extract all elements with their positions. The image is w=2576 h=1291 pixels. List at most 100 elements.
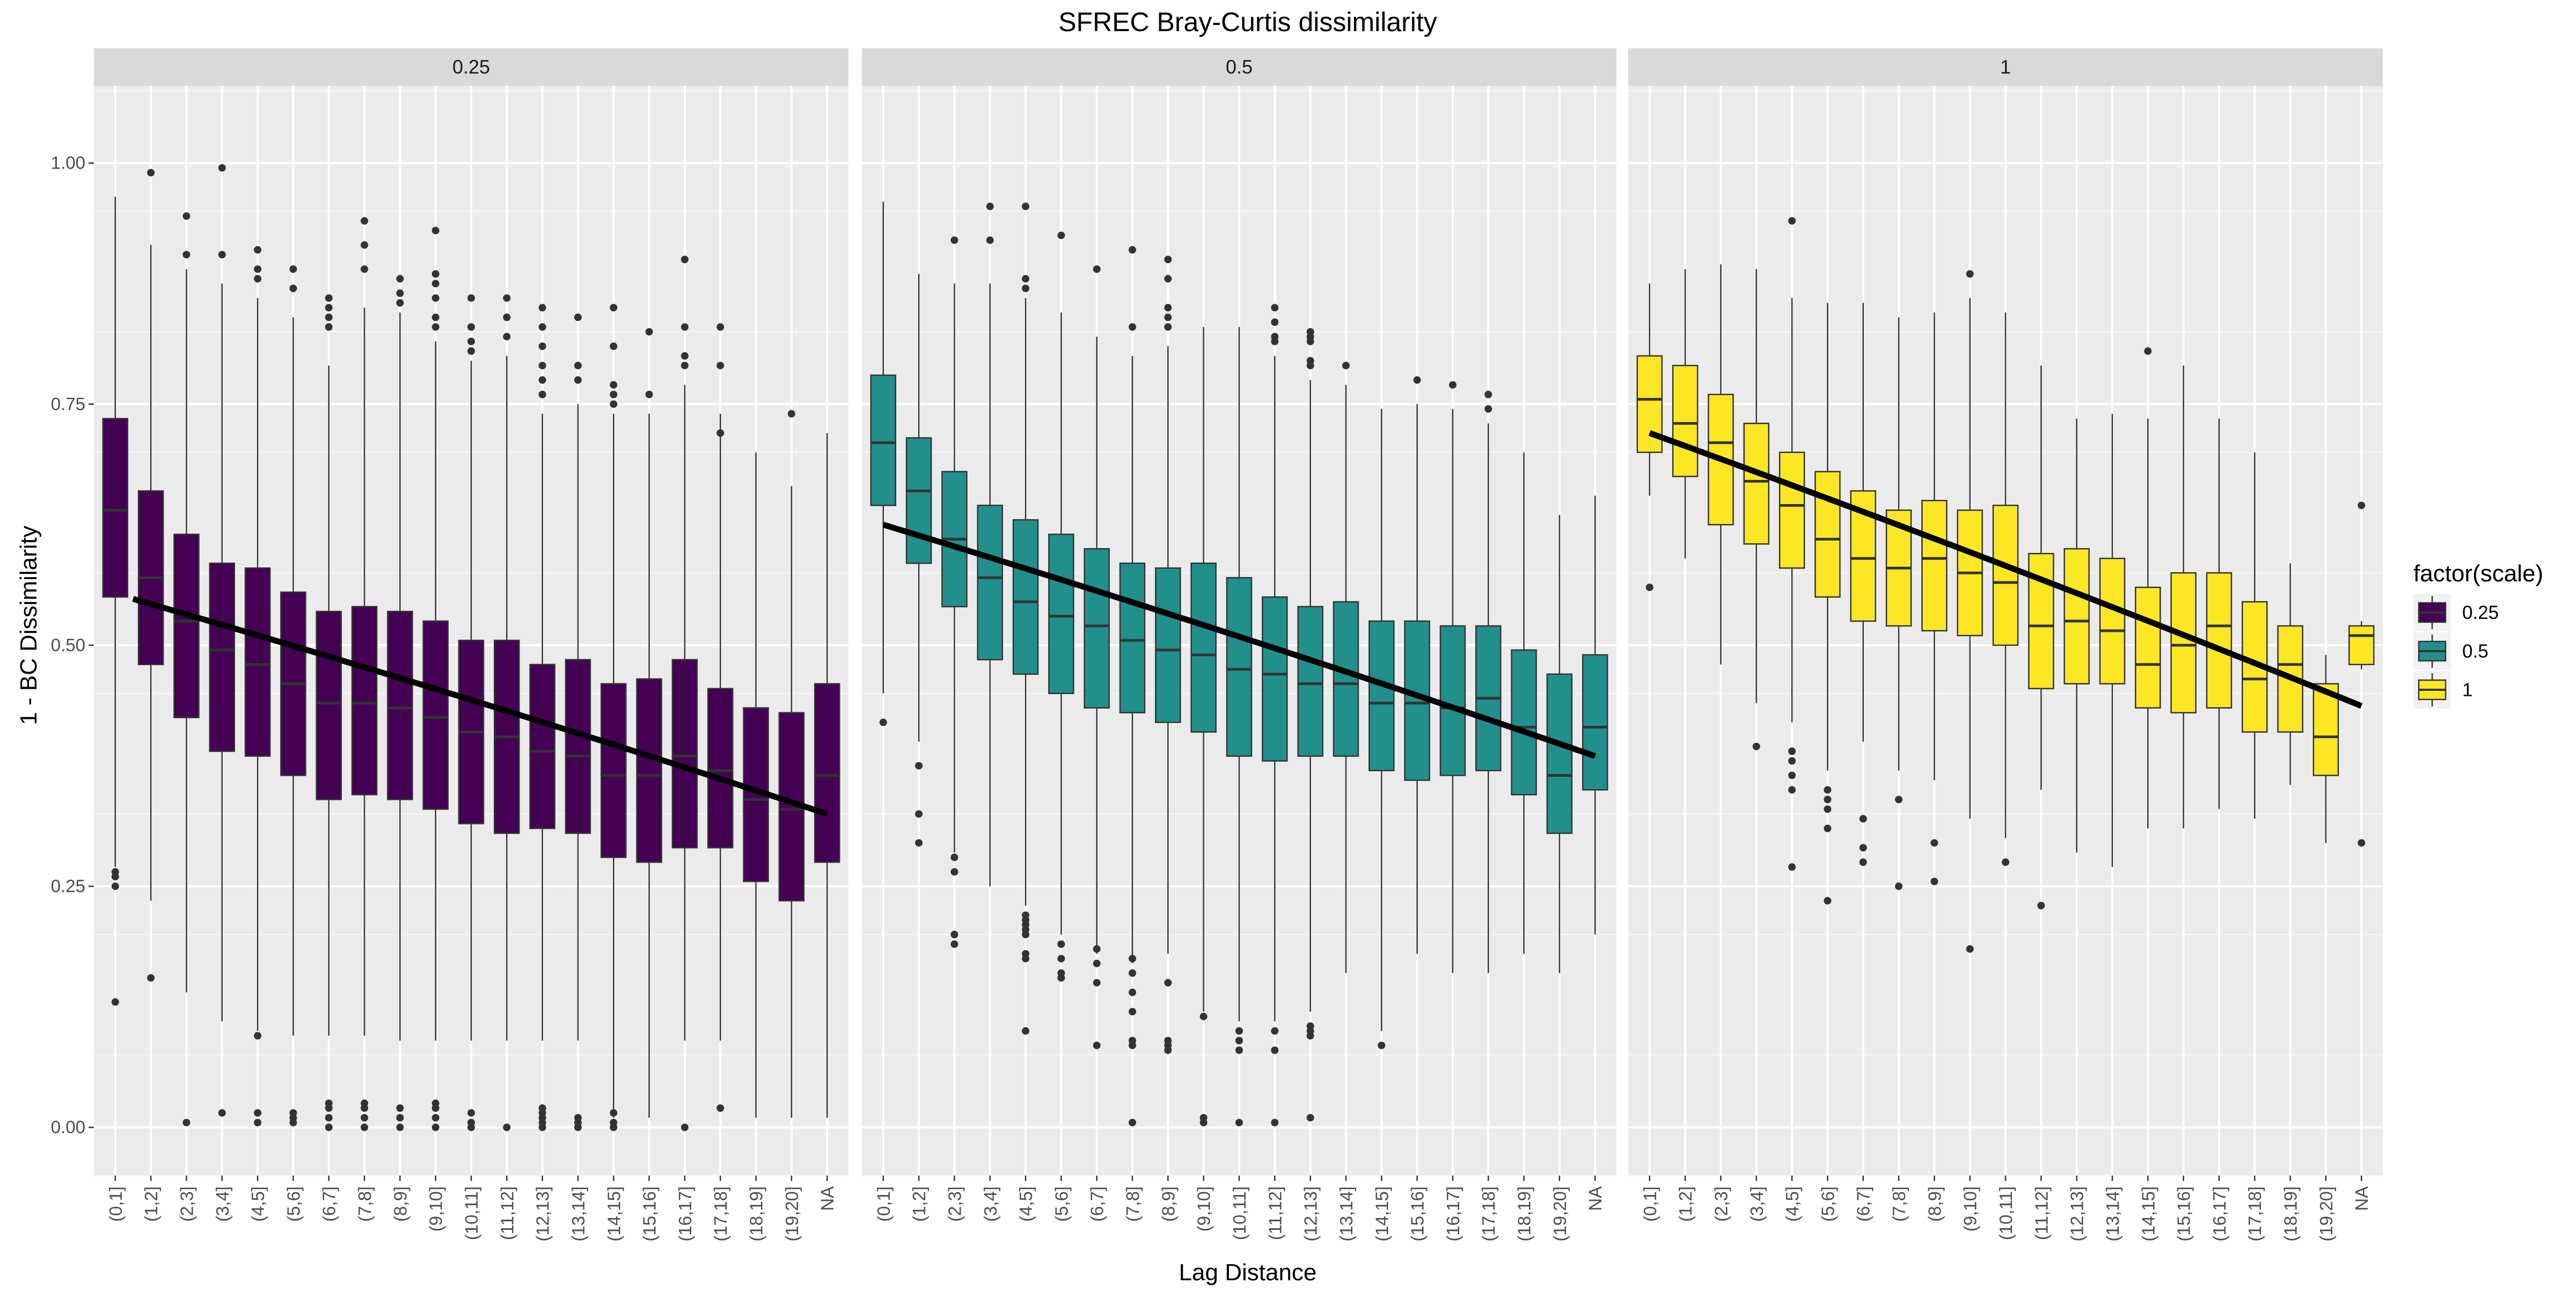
box-(3,4]: [209, 164, 236, 1117]
outlier-point: [1788, 771, 1796, 779]
box-body: [2135, 586, 2161, 709]
box-(13,14]: [1333, 361, 1359, 973]
outlier-point: [2037, 901, 2045, 909]
outlier-point: [915, 839, 923, 847]
outlier-point: [680, 256, 689, 264]
outlier-point: [254, 1032, 262, 1040]
box-body: [529, 663, 555, 829]
outlier-point: [1271, 333, 1279, 341]
x-tick-label: (6,7]: [319, 1186, 339, 1222]
outlier-point: [1022, 285, 1030, 293]
outlier-point: [396, 275, 404, 283]
outlier-point: [325, 1124, 333, 1132]
x-tick-label: (14,15]: [604, 1186, 624, 1242]
outlier-point: [325, 1114, 333, 1122]
outlier-point: [503, 294, 511, 302]
x-tick-label: (5,6]: [283, 1186, 303, 1222]
outlier-point: [289, 1109, 297, 1117]
x-tick-label: (16,17]: [675, 1186, 695, 1242]
y-axis-title: 1 - BC Dissimilarity: [16, 526, 42, 725]
x-axis-title: Lag Distance: [1179, 1259, 1317, 1286]
box-(2,3]: [941, 236, 968, 948]
x-tick-label: (3,4]: [980, 1186, 1000, 1222]
outlier-point: [1057, 940, 1065, 948]
outlier-point: [1824, 786, 1832, 794]
x-tick-label: (8,9]: [390, 1186, 410, 1222]
x-tick-label: (17,18]: [711, 1186, 730, 1242]
box-body: [1368, 620, 1395, 771]
outlier-point: [1164, 979, 1172, 987]
outlier-point: [950, 854, 958, 862]
outlier-point: [1129, 323, 1137, 331]
box-body: [316, 610, 342, 800]
box-body: [173, 534, 200, 718]
box-(0,1]: [102, 196, 129, 1006]
box-(4,5]: [1012, 202, 1039, 1035]
x-tick-label: (12,13]: [2067, 1186, 2087, 1242]
y-tick-label: 0.25: [51, 876, 85, 896]
outlier-point: [1199, 1114, 1208, 1122]
outlier-point: [986, 202, 994, 210]
box-(13,14]: [2099, 413, 2126, 867]
box-body: [707, 688, 734, 849]
box-body: [905, 437, 932, 564]
box-body: [565, 659, 591, 834]
outlier-point: [1022, 1027, 1030, 1035]
outlier-point: [1824, 796, 1832, 804]
box-(7,8]: [351, 217, 378, 1132]
outlier-point: [1271, 304, 1279, 312]
x-tick-label: (18,19]: [2281, 1186, 2301, 1242]
box-(1,2]: [905, 274, 932, 847]
outlier-point: [1966, 270, 1974, 278]
box-body: [1262, 596, 1288, 762]
x-tick-label: (5,6]: [1051, 1186, 1071, 1222]
outlier-point: [1484, 390, 1492, 398]
outlier-point: [396, 1114, 404, 1122]
outlier-point: [2358, 839, 2366, 847]
outlier-point: [538, 342, 546, 351]
box-body: [1333, 601, 1359, 757]
box-body: [1921, 500, 1948, 632]
box-NA: [814, 433, 840, 1118]
box-body: [2312, 683, 2339, 776]
outlier-point: [1129, 954, 1137, 962]
outlier-point: [716, 1104, 724, 1112]
outlier-point: [610, 342, 618, 351]
outlier-point: [289, 285, 297, 293]
trend-line: [882, 522, 1597, 759]
outlier-point: [645, 390, 653, 398]
y-tick-label: 0.00: [51, 1117, 85, 1137]
facet-strip-label: 1: [2000, 56, 2011, 78]
outlier-point: [218, 1109, 226, 1117]
legend-label: 0.25: [2462, 602, 2499, 623]
box-body: [209, 562, 236, 752]
box-(2,3]: [1708, 264, 1734, 665]
outlier-point: [1413, 376, 1421, 384]
facet-strip-label: 0.25: [452, 56, 490, 78]
outlier-point: [431, 323, 440, 331]
outlier-point: [680, 361, 689, 369]
x-tick-label: (12,13]: [533, 1186, 553, 1242]
box-body: [1084, 548, 1110, 709]
x-tick-label: (4,5]: [1016, 1186, 1036, 1222]
x-tick-label: (8,9]: [1158, 1186, 1178, 1222]
outlier-point: [1271, 1027, 1279, 1035]
box-body: [2348, 625, 2375, 666]
x-tick-label: (19,20]: [1550, 1186, 1570, 1242]
box-(7,8]: [1119, 246, 1146, 1127]
x-tick-label: (17,18]: [1479, 1186, 1498, 1242]
x-tick-label: (2,3]: [1711, 1186, 1731, 1222]
outlier-point: [361, 241, 369, 249]
outlier-point: [396, 289, 404, 297]
box-(8,9]: [387, 275, 413, 1132]
outlier-point: [1093, 945, 1101, 953]
box-(11,12]: [1262, 304, 1288, 1127]
outlier-point: [2002, 858, 2009, 866]
outlier-point: [361, 265, 369, 273]
outlier-point: [1057, 231, 1065, 239]
x-tick-label: (0,1]: [874, 1186, 894, 1222]
outlier-point: [467, 294, 475, 302]
outlier-point: [1788, 786, 1796, 794]
outlier-point: [950, 868, 958, 876]
